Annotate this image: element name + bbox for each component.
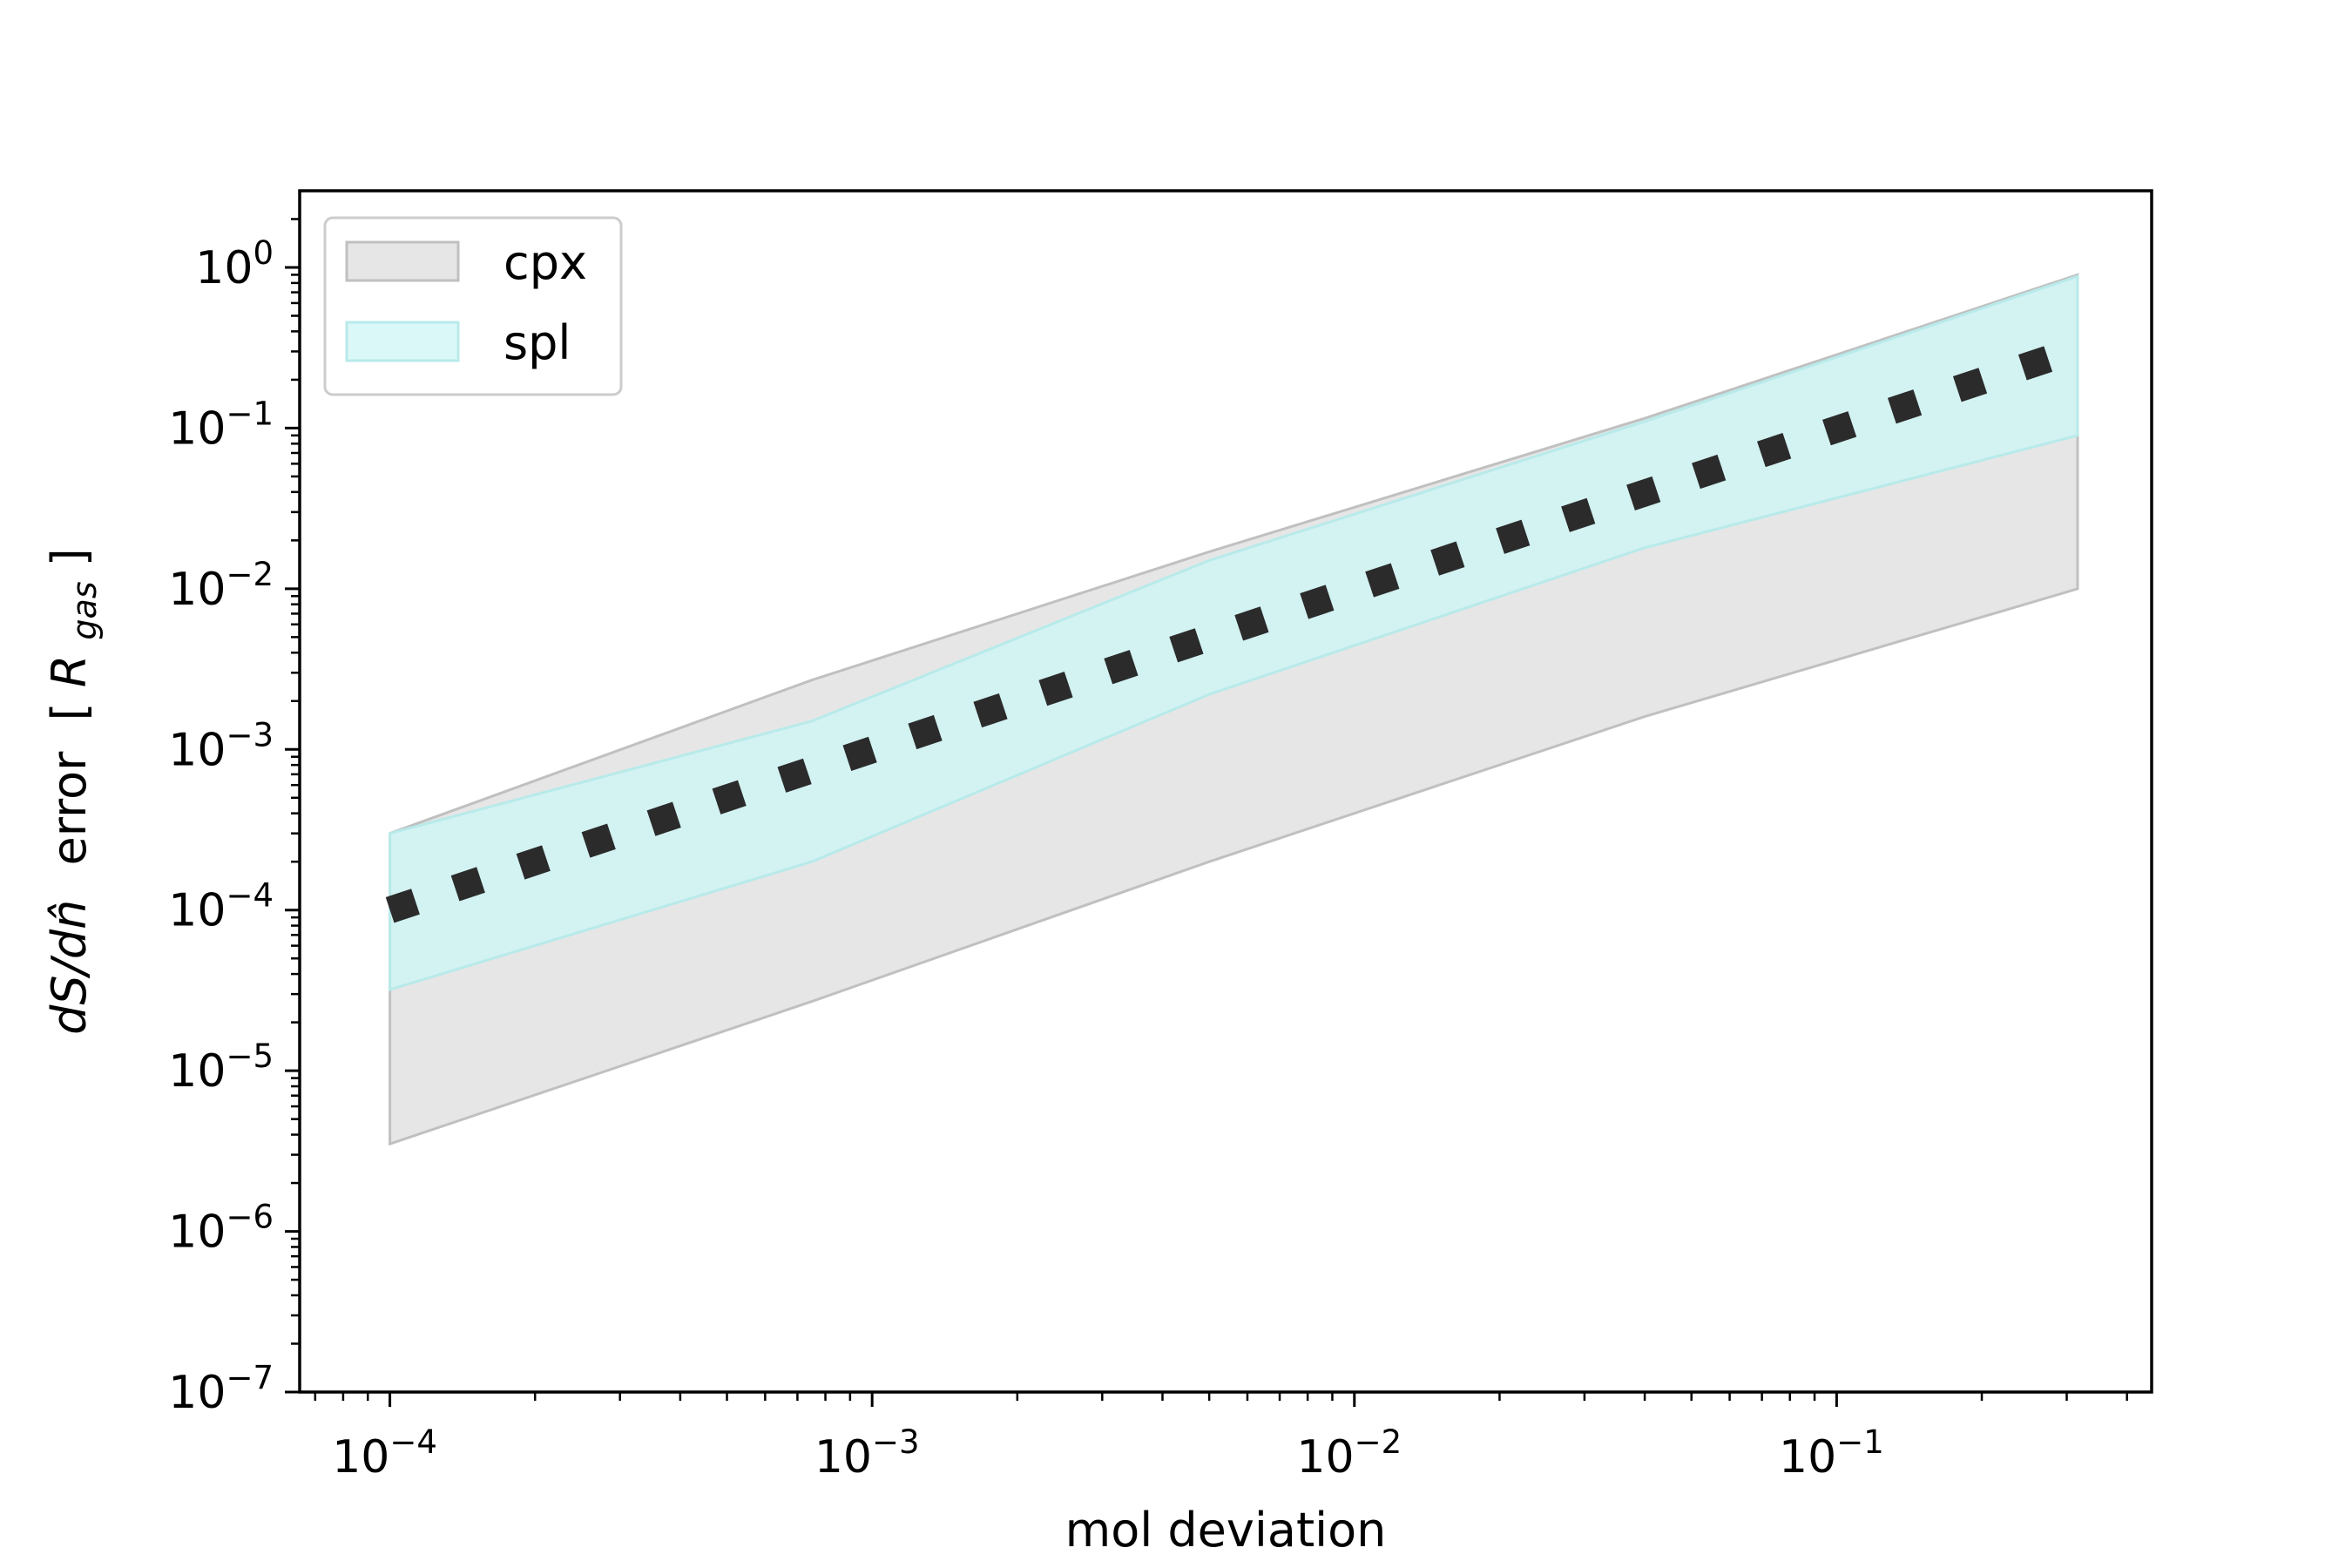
y-tick-label: 10−7 bbox=[168, 1359, 274, 1419]
legend-swatch-cpx bbox=[345, 240, 460, 282]
y-tick-label: 10−5 bbox=[168, 1037, 274, 1098]
y-tick-label: 10−6 bbox=[168, 1199, 274, 1259]
y-tick-label: 10−4 bbox=[168, 877, 274, 937]
y-axis-label-main: dS/dn̂ bbox=[42, 900, 97, 1035]
lines-layer bbox=[385, 336, 2082, 923]
y-axis-label-unit: R bbox=[42, 655, 97, 688]
y-axis-ticks: 10−7 10−6 10−5 10−4 10−3 10−2 10−1 100 bbox=[168, 218, 300, 1419]
y-axis-label-unit-subscript: gas bbox=[65, 581, 104, 639]
y-tick-label: 10−2 bbox=[168, 556, 274, 616]
band-spl bbox=[389, 274, 2079, 992]
y-axis-label-open-bracket: [ bbox=[42, 702, 97, 720]
trend-line-0 bbox=[385, 336, 2082, 923]
y-axis-label: dS/dn̂ error [ R gas ] bbox=[42, 548, 107, 1035]
y-tick-label: 10−1 bbox=[168, 395, 274, 455]
legend: cpx spl bbox=[323, 216, 623, 396]
y-tick-label: 10−3 bbox=[168, 716, 274, 776]
y-axis-label-error: error bbox=[42, 751, 97, 866]
legend-label-cpx: cpx bbox=[504, 235, 587, 290]
x-tick-label: 10−2 bbox=[1296, 1423, 1402, 1484]
y-tick-label: 100 bbox=[195, 234, 274, 294]
legend-swatch-spl bbox=[345, 321, 460, 362]
x-axis-label: mol deviation bbox=[1065, 1503, 1387, 1558]
x-axis-ticks: 10−4 10−3 10−2 10−1 bbox=[314, 1392, 2128, 1484]
legend-label-spl: spl bbox=[504, 315, 571, 370]
x-tick-label: 10−1 bbox=[1779, 1423, 1884, 1484]
plot-frame bbox=[298, 189, 2153, 1394]
svg-text:dS/dn̂ error [: dS/dn̂ error [ R gas ] bbox=[42, 548, 107, 1035]
x-tick-label: 10−3 bbox=[814, 1423, 920, 1484]
x-tick-label: 10−4 bbox=[332, 1423, 437, 1484]
y-axis-label-close-bracket: ] bbox=[42, 548, 97, 566]
